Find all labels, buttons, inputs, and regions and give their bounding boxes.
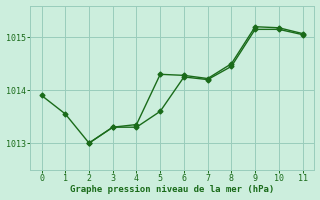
X-axis label: Graphe pression niveau de la mer (hPa): Graphe pression niveau de la mer (hPa) [70, 185, 274, 194]
